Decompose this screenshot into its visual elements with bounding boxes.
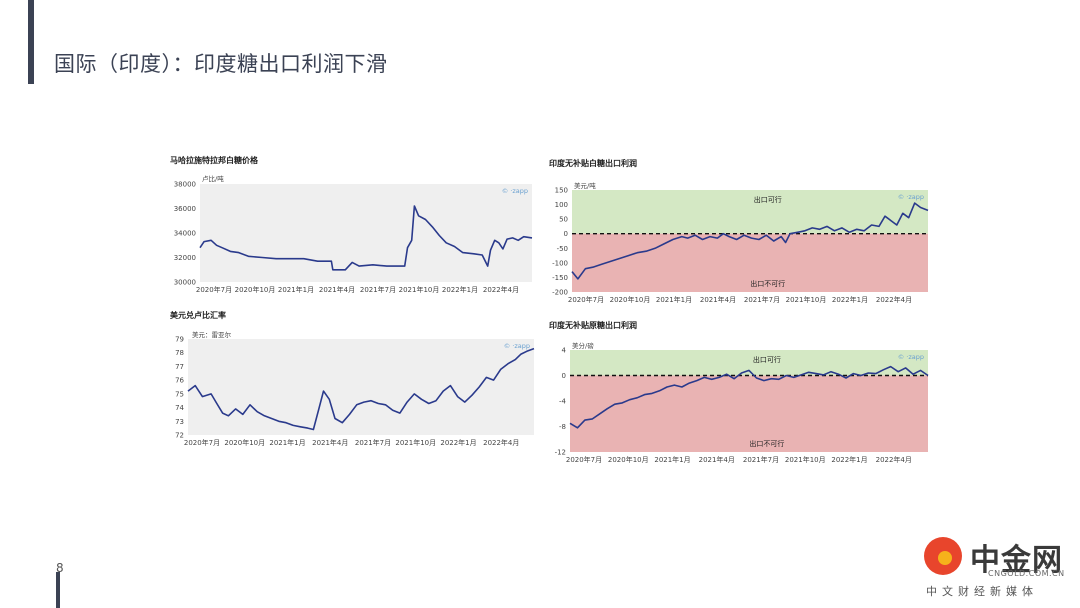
chart4-xtick-label: 2021年4月 (699, 455, 735, 464)
page-number: 8 (56, 561, 64, 575)
chart3-ytick-label: 72 (175, 432, 184, 440)
chart2-zone-above (572, 190, 928, 234)
chart2-xtick-label: 2021年7月 (744, 295, 780, 304)
chart4-xtick-label: 2020年10月 (608, 455, 649, 464)
chart3-xtick-label: 2022年1月 (440, 438, 476, 447)
chart3-xtick-label: 2020年7月 (184, 438, 220, 447)
chart3-title: 美元兑卢比汇率 (170, 311, 226, 320)
chart2-ytick-label: -150 (552, 274, 568, 282)
top-accent-bar (28, 0, 34, 84)
chart2-unit-label: 美元/吨 (574, 181, 596, 190)
chart3-ytick-label: 79 (175, 336, 184, 344)
chart3-series-line (187, 347, 535, 431)
chart1-watermark: © ·zapp (502, 187, 528, 195)
chart1-ytick-label: 38000 (174, 181, 196, 189)
chart4-xtick-label: 2022年1月 (831, 455, 867, 464)
chart1-ytick-label: 36000 (174, 205, 196, 213)
chart2-zone-label-below: 出口不可行 (750, 279, 785, 288)
chart1-series-line (199, 205, 533, 271)
chart4-xtick-label: 2022年4月 (876, 455, 912, 464)
chart1-title: 马哈拉施特拉邦白糖价格 (170, 156, 258, 165)
chart2-ytick-label: 0 (564, 230, 568, 238)
page-title: 国际（印度）：印度糖出口利润下滑 (54, 52, 388, 76)
chart1-ytick-label: 30000 (174, 279, 196, 287)
chart4-xtick-label: 2021年10月 (785, 455, 826, 464)
chart2-xtick-label: 2021年10月 (786, 295, 827, 304)
chart3-unit-label: 美元：雷亚尔 (192, 330, 232, 339)
chart4-zone-label-above: 出口可行 (753, 355, 781, 364)
chart1-xtick-label: 2021年7月 (360, 285, 396, 294)
chart2-series-line (571, 202, 929, 280)
chart4-xtick-label: 2021年1月 (654, 455, 690, 464)
chart1-ytick-label: 32000 (174, 254, 196, 262)
chart4-ytick-label: -4 (559, 398, 567, 406)
chart2-ytick-label: 100 (555, 201, 568, 209)
chart4-zone-above (570, 350, 928, 376)
chart2-ytick-label: -50 (557, 245, 568, 253)
chart2-zone-below (572, 233, 928, 292)
chart4-title: 印度无补贴原糖出口利润 (549, 321, 637, 330)
chart2-ytick-label: -100 (552, 259, 568, 267)
chart4-watermark: © ·zapp (898, 353, 924, 361)
chart2-xtick-label: 2022年1月 (832, 295, 868, 304)
chart2-title: 印度无补贴白糖出口利润 (549, 159, 637, 168)
chart3-watermark: © ·zapp (504, 342, 530, 350)
chart4-ytick-label: 0 (562, 372, 566, 380)
logo-circle-icon (924, 537, 962, 575)
chart3-ytick-label: 76 (175, 377, 184, 385)
chart4-xtick-label: 2020年7月 (566, 455, 602, 464)
chart2-xtick-label: 2021年1月 (656, 295, 692, 304)
logo-name: 中金网 (970, 543, 1063, 578)
chart3-xtick-label: 2021年1月 (269, 438, 305, 447)
chart4-series-line (569, 365, 929, 429)
logo: 中金网 CNGOLD.COM.CN 中文财经新媒体 (922, 533, 1072, 603)
chart1-ytick-label: 34000 (174, 230, 196, 238)
chart2-watermark: © ·zapp (898, 193, 924, 201)
chart2-zone-label-above: 出口可行 (754, 195, 782, 204)
chart3-ytick-label: 77 (175, 363, 184, 371)
chart2-ytick-label: -200 (552, 289, 568, 297)
chart3-xtick-label: 2021年7月 (355, 438, 391, 447)
chart3-ytick-label: 78 (175, 349, 184, 357)
chart1-plot-area (200, 184, 532, 282)
chart4-ytick-label: 4 (562, 347, 567, 355)
chart2-ytick-label: 50 (559, 216, 568, 224)
chart3-xtick-label: 2021年4月 (312, 438, 348, 447)
logo-subtitle: 中文财经新媒体 (926, 585, 1038, 598)
chart1-unit-label: 卢比/吨 (202, 174, 224, 183)
chart1-xtick-label: 2021年10月 (399, 285, 440, 294)
chart1-xtick-label: 2020年7月 (196, 285, 232, 294)
chart4-xtick-label: 2021年7月 (743, 455, 779, 464)
chart2-xtick-label: 2022年4月 (876, 295, 912, 304)
chart1-xtick-label: 2021年4月 (319, 285, 355, 294)
chart3-xtick-label: 2020年10月 (224, 438, 265, 447)
chart3-xtick-label: 2021年10月 (395, 438, 436, 447)
chart4-zone-label-below: 出口不可行 (749, 439, 784, 448)
chart2-xtick-label: 2020年7月 (568, 295, 604, 304)
chart3-xtick-label: 2022年4月 (483, 438, 519, 447)
chart2-xtick-label: 2020年10月 (610, 295, 651, 304)
chart1-xtick-label: 2022年1月 (442, 285, 478, 294)
chart3-ytick-label: 73 (175, 418, 184, 426)
chart3-ytick-label: 75 (175, 390, 184, 398)
chart4-ytick-label: -12 (555, 449, 566, 457)
chart3-plot-area (188, 339, 534, 435)
chart1-xtick-label: 2022年4月 (483, 285, 519, 294)
chart4-ytick-label: -8 (559, 423, 566, 431)
chart3-ytick-label: 74 (175, 404, 184, 412)
logo-url: CNGOLD.COM.CN (988, 569, 1065, 578)
chart1-xtick-label: 2020年10月 (235, 285, 276, 294)
chart2-xtick-label: 2021年4月 (700, 295, 736, 304)
chart2-ytick-label: 150 (555, 187, 568, 195)
bottom-accent-bar (56, 572, 60, 608)
chart4-zone-below (570, 375, 928, 452)
chart1-xtick-label: 2021年1月 (278, 285, 314, 294)
chart4-unit-label: 美分/磅 (572, 341, 594, 350)
